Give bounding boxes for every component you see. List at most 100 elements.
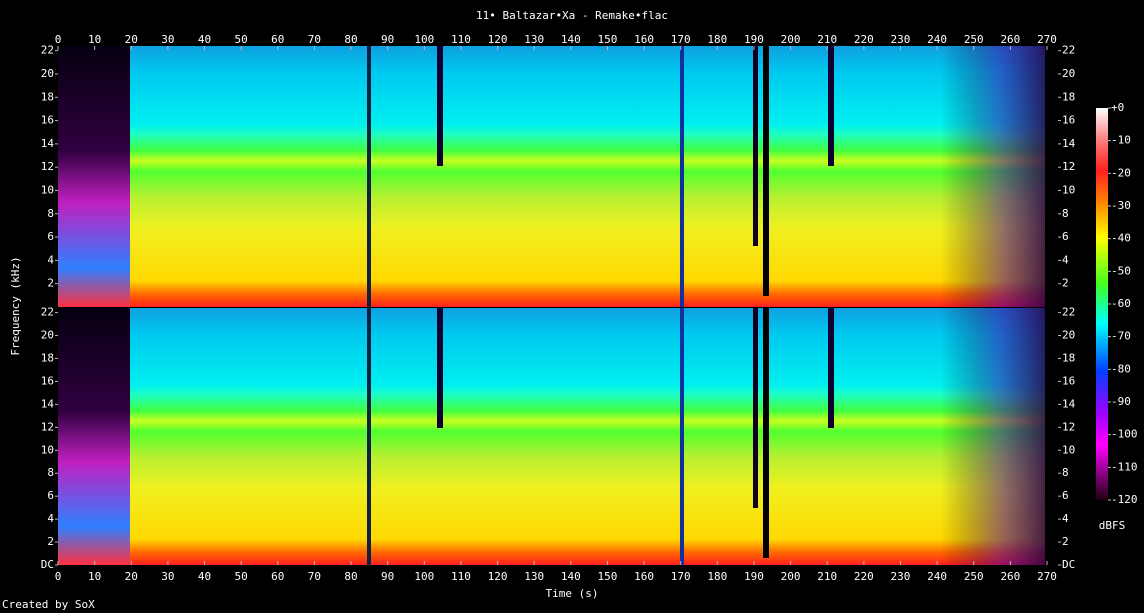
colorbar xyxy=(1096,108,1108,500)
y-tick-label: 14 xyxy=(1062,397,1076,410)
x-axis-label: Time (s) xyxy=(546,587,599,600)
x-tick-label: 100 xyxy=(414,33,434,46)
y-tick-label: 10 xyxy=(1062,443,1075,456)
x-tick-label: 90 xyxy=(381,570,394,583)
y-tick-label: 18 xyxy=(1062,90,1075,103)
x-tick-label: 90 xyxy=(381,33,394,46)
y-tick-label: 14 xyxy=(41,137,55,150)
y-tick-label: 18 xyxy=(41,351,54,364)
x-tick-label: 110 xyxy=(451,570,471,583)
x-tick-label: 200 xyxy=(781,570,801,583)
x-tick-label: 190 xyxy=(744,570,764,583)
x-tick-label: 200 xyxy=(781,33,801,46)
x-tick-label: 180 xyxy=(707,33,727,46)
y-tick-label: 8 xyxy=(1062,466,1069,479)
x-tick-label: 240 xyxy=(927,33,947,46)
colorbar-tick-label: -20 xyxy=(1111,166,1131,179)
colorbar-tick-label: +0 xyxy=(1111,101,1124,114)
colorbar-tick-label: -70 xyxy=(1111,330,1131,343)
y-tick-label: DC xyxy=(41,558,54,571)
x-tick-label: 70 xyxy=(308,33,321,46)
y-tick-label: 12 xyxy=(41,420,54,433)
colorbar-label: dBFS xyxy=(1099,519,1126,532)
x-tick-label: 70 xyxy=(308,570,321,583)
x-tick-label: 250 xyxy=(964,570,984,583)
x-tick-label: 270 xyxy=(1037,570,1057,583)
y-tick-label: 4 xyxy=(47,253,54,266)
y-tick-label: 10 xyxy=(1062,183,1075,196)
y-tick-label: 8 xyxy=(47,466,54,479)
y-tick-label: 12 xyxy=(1062,160,1075,173)
x-tick-label: 30 xyxy=(161,570,174,583)
x-tick-label: 170 xyxy=(671,570,691,583)
y-tick-label: 6 xyxy=(47,489,54,502)
y-tick-label: 2 xyxy=(1062,277,1069,290)
colorbar-tick-label: -50 xyxy=(1111,264,1131,277)
x-tick-label: 220 xyxy=(854,570,874,583)
y-tick-label: 22 xyxy=(41,44,54,57)
y-tick-label: 12 xyxy=(1062,420,1075,433)
x-tick-label: 20 xyxy=(125,33,138,46)
x-tick-label: 160 xyxy=(634,570,654,583)
y-tick-label: 12 xyxy=(41,160,54,173)
x-tick-label: 50 xyxy=(235,570,248,583)
x-tick-label: 150 xyxy=(598,33,618,46)
spectrogram-bottom xyxy=(58,308,1058,565)
x-tick-label: 180 xyxy=(707,570,727,583)
x-tick-label: 80 xyxy=(344,570,357,583)
y-tick-label: 20 xyxy=(1062,329,1075,342)
y-tick-label: DC xyxy=(1062,558,1075,571)
spectrogram-top xyxy=(58,46,1058,307)
chart-title: 11• Baltazar•Xa - Remake•flac xyxy=(476,9,668,22)
y-tick-label: 18 xyxy=(1062,351,1075,364)
x-tick-label: 0 xyxy=(55,33,62,46)
colorbar-tick-label: -80 xyxy=(1111,362,1131,375)
x-tick-label: 130 xyxy=(524,570,544,583)
y-tick-label: 4 xyxy=(47,512,54,525)
y-tick-label: 16 xyxy=(41,374,54,387)
y-tick-label: 18 xyxy=(41,90,54,103)
x-tick-label: 20 xyxy=(125,570,138,583)
y-tick-label: 8 xyxy=(47,207,54,220)
colorbar-tick-label: -30 xyxy=(1111,199,1131,212)
y-tick-label: 6 xyxy=(1062,489,1069,502)
x-tick-label: 100 xyxy=(414,570,434,583)
x-tick-label: 40 xyxy=(198,570,211,583)
colorbar-tick-label: -120 xyxy=(1111,493,1138,506)
x-tick-label: 230 xyxy=(891,33,911,46)
x-tick-label: 210 xyxy=(817,570,837,583)
y-tick-label: 22 xyxy=(41,306,54,319)
y-tick-label: 10 xyxy=(41,443,54,456)
footer: Created by SoX xyxy=(2,598,95,611)
x-tick-label: 0 xyxy=(55,570,62,583)
y-tick-label: 22 xyxy=(1062,44,1075,57)
x-tick-label: 140 xyxy=(561,570,581,583)
x-tick-label: 40 xyxy=(198,33,211,46)
x-tick-label: 50 xyxy=(235,33,248,46)
y-tick-label: 14 xyxy=(41,397,55,410)
x-tick-label: 260 xyxy=(1000,570,1020,583)
y-tick-label: 2 xyxy=(1062,535,1069,548)
y-tick-label: 4 xyxy=(1062,253,1069,266)
y-tick-label: 16 xyxy=(1062,114,1075,127)
x-tick-label: 140 xyxy=(561,33,581,46)
x-tick-label: 120 xyxy=(488,33,508,46)
colorbar-tick-label: -10 xyxy=(1111,134,1131,147)
x-tick-label: 10 xyxy=(88,570,101,583)
x-tick-label: 260 xyxy=(1000,33,1020,46)
x-tick-label: 190 xyxy=(744,33,764,46)
x-tick-label: 120 xyxy=(488,570,508,583)
y-tick-label: 20 xyxy=(1062,67,1075,80)
y-tick-label: 16 xyxy=(41,114,54,127)
y-tick-label: 10 xyxy=(41,183,54,196)
x-tick-label: 80 xyxy=(344,33,357,46)
y-tick-label: 20 xyxy=(41,67,54,80)
x-tick-label: 60 xyxy=(271,570,284,583)
x-tick-label: 250 xyxy=(964,33,984,46)
x-tick-label: 160 xyxy=(634,33,654,46)
x-tick-label: 110 xyxy=(451,33,471,46)
y-tick-label: 6 xyxy=(47,230,54,243)
y-tick-label: 22 xyxy=(1062,306,1075,319)
x-tick-label: 220 xyxy=(854,33,874,46)
